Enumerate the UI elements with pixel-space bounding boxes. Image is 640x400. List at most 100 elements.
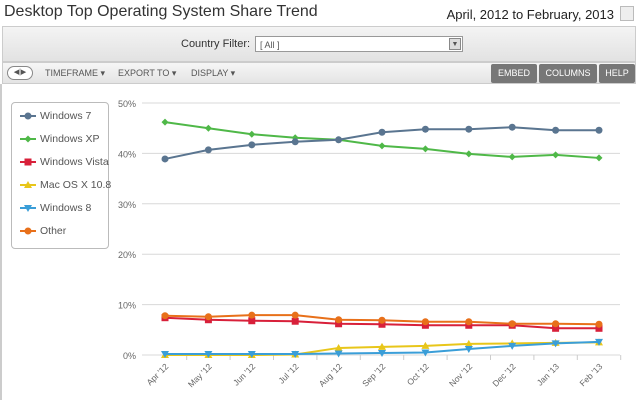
legend-marker: [24, 181, 32, 189]
data-point: [378, 142, 386, 150]
data-point: [552, 324, 560, 332]
data-point: [204, 146, 212, 154]
y-tick-label: 40%: [118, 149, 136, 159]
data-point: [552, 151, 560, 159]
data-point: [464, 339, 473, 347]
data-point: [421, 349, 430, 357]
calendar-icon[interactable]: [620, 6, 634, 21]
legend-item[interactable]: Windows 8: [20, 202, 91, 214]
legend-label: Windows 8: [40, 202, 92, 214]
data-point: [248, 311, 256, 319]
legend-label: Windows XP: [40, 133, 100, 145]
legend-marker-icon: [20, 181, 36, 189]
legend-marker-icon: [20, 112, 36, 120]
y-tick-label: 30%: [118, 200, 136, 210]
data-point: [551, 340, 560, 348]
data-point: [291, 138, 299, 146]
data-point: [248, 141, 256, 149]
chevron-down-icon[interactable]: ▼: [449, 38, 461, 50]
legend-marker-icon: [20, 205, 36, 213]
toolbar: ◀|▶ TIMEFRAME ▾ EXPORT TO ▾ DISPLAY ▾ EM…: [2, 62, 636, 84]
legend-item[interactable]: Windows 7: [20, 110, 91, 122]
y-tick-label: 50%: [118, 99, 136, 109]
x-tick-label: Nov '12: [447, 361, 474, 388]
data-point: [595, 126, 603, 134]
data-point: [464, 345, 473, 353]
series-windows-xp: [161, 118, 603, 162]
prev-next-icon[interactable]: ◀|▶: [7, 66, 33, 80]
legend-item[interactable]: Mac OS X 10.8: [20, 179, 111, 191]
country-filter-select[interactable]: [ All ] ▼: [255, 36, 463, 52]
help-button[interactable]: HELP: [599, 64, 635, 83]
data-point: [334, 343, 343, 351]
data-point: [335, 136, 343, 144]
y-tick-label: 10%: [118, 301, 136, 311]
page-title: Desktop Top Operating System Share Trend: [4, 3, 318, 20]
x-tick-label: Oct '12: [405, 361, 431, 387]
embed-button[interactable]: EMBED: [491, 64, 537, 83]
legend-item[interactable]: Other: [20, 225, 66, 237]
data-point: [204, 124, 212, 132]
data-point: [204, 350, 213, 358]
data-point: [291, 317, 299, 325]
legend-marker: [24, 135, 32, 143]
country-filter-label: Country Filter:: [181, 38, 251, 50]
legend-marker: [24, 205, 32, 213]
data-point: [378, 128, 386, 136]
x-tick-label: Jan '13: [535, 361, 561, 387]
data-point: [421, 341, 430, 349]
data-point: [335, 320, 343, 328]
data-point: [508, 123, 516, 131]
data-point: [508, 342, 517, 350]
data-point: [465, 318, 473, 326]
x-tick-label: Sep '12: [360, 361, 387, 388]
data-point: [421, 125, 429, 133]
data-point: [508, 153, 516, 161]
data-point: [378, 316, 386, 324]
data-point: [248, 317, 256, 325]
data-point: [595, 154, 603, 162]
series-windows-7: [161, 123, 603, 163]
date-range[interactable]: April, 2012 to February, 2013: [446, 7, 614, 22]
legend-marker: [24, 112, 32, 120]
data-point: [552, 320, 560, 328]
data-point: [161, 118, 169, 126]
legend-item[interactable]: Windows XP: [20, 133, 100, 145]
data-point: [335, 316, 343, 324]
series-other: [161, 311, 603, 328]
x-tick-label: Jun '12: [231, 361, 257, 387]
legend-marker: [24, 158, 32, 166]
data-point: [161, 312, 169, 320]
data-point: [552, 126, 560, 134]
series-windows-8: [161, 338, 603, 358]
y-tick-label: 0%: [123, 351, 136, 361]
legend-label: Other: [40, 225, 67, 237]
filter-bar: Country Filter: [ All ] ▼: [2, 26, 636, 62]
timeframe-menu[interactable]: TIMEFRAME ▾: [45, 68, 106, 78]
chart-legend: Windows 7 Windows XP Windows Vista Mac OS X…: [11, 102, 111, 249]
data-point: [291, 311, 299, 319]
country-filter-value: [ All ]: [260, 40, 280, 50]
legend-marker-icon: [20, 158, 36, 166]
data-point: [595, 324, 603, 332]
data-point: [595, 338, 603, 346]
data-point: [247, 350, 256, 358]
legend-label: Windows Vista: [40, 156, 109, 168]
frame-border: [0, 84, 2, 400]
x-tick-label: Aug '12: [317, 361, 344, 388]
data-point: [378, 320, 386, 328]
data-point: [161, 350, 169, 358]
legend-marker: [24, 227, 32, 235]
columns-button[interactable]: COLUMNS: [539, 64, 597, 83]
data-point: [465, 321, 473, 329]
data-point: [421, 145, 429, 153]
x-tick-label: Dec '12: [490, 361, 517, 388]
data-point: [378, 342, 386, 350]
display-menu[interactable]: DISPLAY ▾: [191, 68, 236, 78]
legend-item[interactable]: Windows Vista: [20, 156, 109, 168]
data-point: [291, 350, 300, 358]
data-point: [508, 320, 516, 328]
data-point: [161, 155, 169, 163]
export-menu[interactable]: EXPORT TO ▾: [118, 68, 177, 78]
x-tick-label: Feb '13: [577, 361, 604, 388]
